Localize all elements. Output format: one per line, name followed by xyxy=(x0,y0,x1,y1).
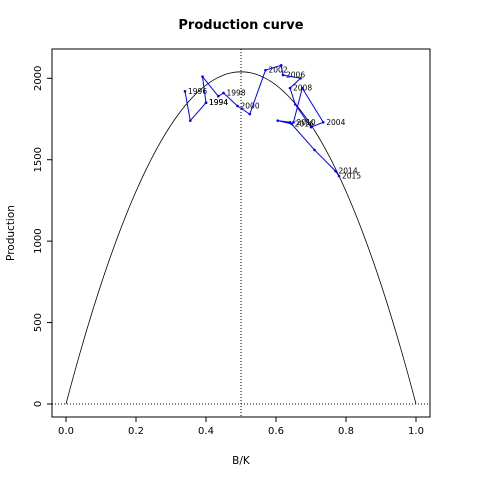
y-tick-label: 0 xyxy=(33,401,44,407)
observation-point xyxy=(300,86,304,90)
x-tick-label: 0.6 xyxy=(268,426,284,437)
observation-point xyxy=(276,119,280,122)
year-label: 2000 xyxy=(241,101,260,110)
observation-point xyxy=(293,103,297,106)
observation-trajectory-line xyxy=(184,64,340,177)
observation-point xyxy=(334,169,337,173)
y-tick-label: 2000 xyxy=(33,66,44,91)
observation-point xyxy=(292,120,295,124)
observation-point xyxy=(309,125,313,129)
observation-point xyxy=(222,91,225,95)
production-curve xyxy=(65,71,417,405)
y-tick-label: 1000 xyxy=(33,228,44,253)
x-tick-label: 0.4 xyxy=(198,426,214,437)
y-axis-label: Production xyxy=(5,205,17,261)
observation-point xyxy=(313,148,316,152)
x-tick-label: 0.2 xyxy=(128,426,144,437)
observation-point xyxy=(288,120,292,124)
y-tick-label: 1500 xyxy=(33,147,44,172)
production-curve-layer xyxy=(65,71,417,405)
year-label: 2010 xyxy=(297,118,316,127)
x-tick-label: 0.0 xyxy=(58,426,74,437)
observation-point xyxy=(248,112,252,116)
observation-point xyxy=(281,73,285,77)
observation-series-layer: 1996199419941998200020022006200820042010… xyxy=(183,63,361,181)
year-label: 2002 xyxy=(269,66,288,75)
observation-point xyxy=(299,77,302,80)
observation-point xyxy=(216,94,220,98)
year-label: 1994 xyxy=(209,98,228,107)
year-label: 2006 xyxy=(286,71,305,80)
x-axis-label: B/K xyxy=(232,455,251,467)
year-label: 2016 xyxy=(295,119,314,128)
year-label: 2015 xyxy=(342,172,361,181)
x-tick-label: 0.8 xyxy=(338,426,354,437)
year-label: 2014 xyxy=(339,167,358,176)
observation-point xyxy=(264,68,267,72)
y-tick-label: 500 xyxy=(33,313,44,332)
year-label: 1996 xyxy=(188,87,207,96)
observation-point xyxy=(279,63,283,67)
observation-point xyxy=(201,75,204,78)
axis-ticks: 0.0 0.2 0.4 0.6 0.8 1.0 0 500 1000 1500 2000 xyxy=(33,66,424,437)
x-tick-label: 1.0 xyxy=(408,426,424,437)
observation-point xyxy=(337,174,341,178)
observation-point xyxy=(236,104,239,108)
observation-point xyxy=(183,90,187,93)
observation-point xyxy=(321,120,325,124)
observation-point xyxy=(188,119,192,122)
observation-point xyxy=(288,86,292,90)
chart-title: Production curve xyxy=(178,18,303,33)
observation-point xyxy=(204,101,208,105)
year-label: 2004 xyxy=(326,118,345,127)
observation-point xyxy=(290,122,294,126)
reference-lines xyxy=(52,49,430,417)
year-label: 1998 xyxy=(227,88,246,97)
year-label: 1994 xyxy=(209,98,228,107)
